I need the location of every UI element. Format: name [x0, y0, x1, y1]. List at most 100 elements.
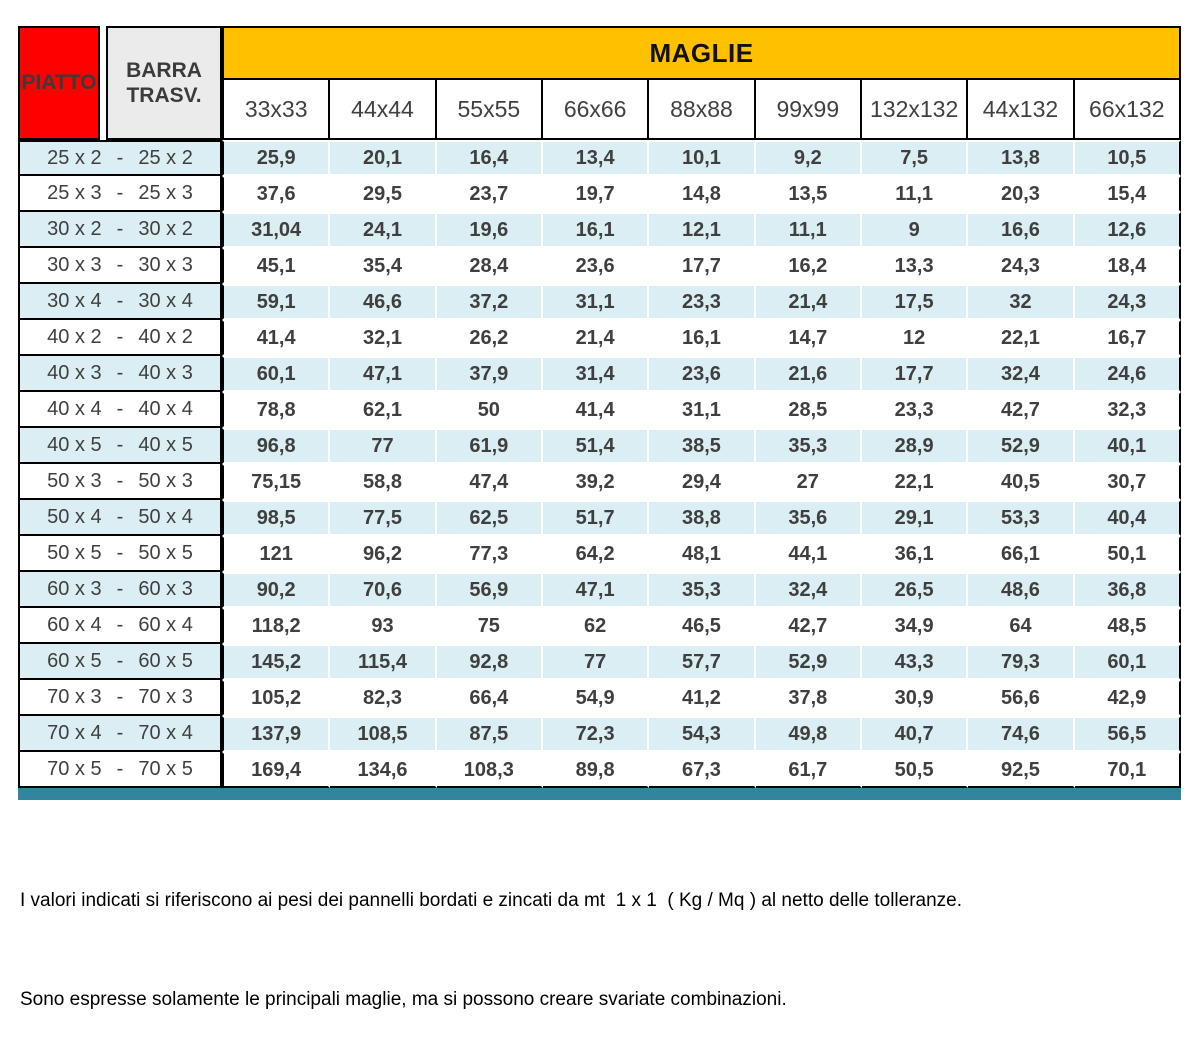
table-row: 60 x 4-60 x 4 118,2 93 75 62 46,5 42,7 34,9 64 48…: [18, 608, 1181, 644]
weight-cell: 61,7: [755, 752, 862, 788]
row-cells: 169,4 134,6 108,3 89,8 67,3 61,7 50,5 92,5 70,1: [222, 752, 1181, 788]
weight-cell: 134,6: [330, 752, 437, 788]
weight-cell: 39,2: [542, 464, 650, 500]
weight-cell: 57,7: [649, 644, 756, 680]
separator-dash: -: [116, 397, 124, 420]
weight-cell: 108,3: [436, 752, 543, 788]
barra-header-cell: BARRA TRASV.: [106, 26, 222, 140]
row-label: 25 x 2-25 x 2: [18, 140, 222, 176]
weight-cell: 21,4: [542, 320, 650, 356]
barra-size: 25 x 2: [138, 146, 193, 169]
weight-cell: 38,8: [649, 500, 756, 536]
weight-cell: 51,4: [542, 428, 650, 464]
row-label: 60 x 3-60 x 3: [18, 572, 222, 608]
weight-cell: 87,5: [436, 716, 543, 752]
weight-cell: 49,8: [755, 716, 862, 752]
weight-cell: 41,2: [649, 680, 756, 716]
weight-cell: 28,5: [755, 392, 862, 428]
weight-cell: 66,4: [436, 680, 543, 716]
weight-cell: 19,7: [542, 176, 650, 212]
piatto-size: 50 x 5: [47, 541, 102, 564]
weight-cell: 13,4: [542, 140, 650, 176]
barra-size: 50 x 5: [138, 541, 193, 564]
mesh-column-header: 66x66: [542, 80, 650, 140]
barra-size: 70 x 4: [138, 721, 193, 744]
separator-dash: -: [116, 469, 124, 492]
header-corner: PIATTO BARRA TRASV.: [18, 26, 222, 140]
weight-cell: 43,3: [861, 644, 969, 680]
table-row: 25 x 2-25 x 2 25,9 20,1 16,4 13,4 10,1 9,2 7,5 1…: [18, 140, 1181, 176]
weight-cell: 35,6: [755, 500, 862, 536]
weight-cell: 18,4: [1074, 248, 1181, 284]
footer-line-1: I valori indicati si riferiscono ai pesi…: [20, 890, 963, 911]
table-row: 30 x 3-30 x 3 45,1 35,4 28,4 23,6 17,7 16,2 13,…: [18, 248, 1181, 284]
mesh-column-header: 55x55: [436, 80, 543, 140]
weight-cell: 20,1: [330, 140, 437, 176]
table-body: 25 x 2-25 x 2 25,9 20,1 16,4 13,4 10,1 9,2 7,5 1…: [18, 140, 1181, 788]
weight-cell: 26,5: [861, 572, 969, 608]
weight-cell: 52,9: [755, 644, 862, 680]
weight-cell: 62,5: [436, 500, 543, 536]
weight-cell: 17,7: [649, 248, 756, 284]
weight-cell: 28,4: [436, 248, 543, 284]
table-row: 50 x 5-50 x 5 121 96,2 77,3 64,2 48,1 44,1 36,1…: [18, 536, 1181, 572]
piatto-size: 40 x 4: [47, 397, 102, 420]
table-row: 30 x 2-30 x 2 31,04 24,1 19,6 16,1 12,1 11,1 9 1…: [18, 212, 1181, 248]
row-label: 30 x 2-30 x 2: [18, 212, 222, 248]
weight-cell: 36,8: [1074, 572, 1181, 608]
weight-cell: 92,5: [968, 752, 1075, 788]
weight-cell: 105,2: [222, 680, 331, 716]
piatto-size: 30 x 3: [47, 253, 102, 276]
separator-dash: -: [116, 217, 124, 240]
weight-cell: 17,5: [861, 284, 969, 320]
table-row: 60 x 3-60 x 3 90,2 70,6 56,9 47,1 35,3 32,4 26,…: [18, 572, 1181, 608]
row-cells: 90,2 70,6 56,9 47,1 35,3 32,4 26,5 48,6 36,8: [222, 572, 1181, 608]
weight-cell: 24,3: [1074, 284, 1181, 320]
mesh-column-header: 44x132: [968, 80, 1075, 140]
separator-dash: -: [116, 181, 124, 204]
weight-cell: 44,1: [755, 536, 862, 572]
weight-cell: 31,1: [542, 284, 650, 320]
weight-cell: 17,7: [861, 356, 969, 392]
weight-cell: 74,6: [968, 716, 1075, 752]
weight-cell: 22,1: [861, 464, 969, 500]
weight-cell: 21,6: [755, 356, 862, 392]
piatto-size: 50 x 3: [47, 469, 102, 492]
piatto-size: 40 x 5: [47, 433, 102, 456]
weight-cell: 9,2: [755, 140, 862, 176]
weight-cell: 56,6: [968, 680, 1075, 716]
weight-cell: 13,5: [755, 176, 862, 212]
piatto-size: 25 x 3: [47, 181, 102, 204]
weight-cell: 34,9: [861, 608, 969, 644]
row-label: 40 x 5-40 x 5: [18, 428, 222, 464]
weight-cell: 29,4: [649, 464, 756, 500]
weight-cell: 22,1: [968, 320, 1075, 356]
weight-cell: 169,4: [222, 752, 331, 788]
row-cells: 37,6 29,5 23,7 19,7 14,8 13,5 11,1 20,3 15,4: [222, 176, 1181, 212]
row-cells: 121 96,2 77,3 64,2 48,1 44,1 36,1 66,1 50,1: [222, 536, 1181, 572]
barra-size: 40 x 3: [138, 361, 193, 384]
weight-cell: 28,9: [861, 428, 969, 464]
row-label: 40 x 4-40 x 4: [18, 392, 222, 428]
row-cells: 118,2 93 75 62 46,5 42,7 34,9 64 48,5: [222, 608, 1181, 644]
weight-cell: 48,5: [1074, 608, 1181, 644]
page: { "header": { "piatto_label": "PIATTO", …: [18, 26, 1181, 1010]
weight-cell: 42,7: [755, 608, 862, 644]
weight-cell: 62,1: [330, 392, 437, 428]
weight-cell: 41,4: [542, 392, 650, 428]
barra-size: 60 x 5: [138, 649, 193, 672]
weight-cell: 26,2: [436, 320, 543, 356]
weight-cell: 54,3: [649, 716, 756, 752]
footer-note: I valori indicati si riferiscono ai pesi…: [20, 818, 962, 1049]
row-cells: 145,2 115,4 92,8 77 57,7 52,9 43,3 79,3 60,1: [222, 644, 1181, 680]
weight-cell: 50,5: [861, 752, 969, 788]
row-label: 70 x 3-70 x 3: [18, 680, 222, 716]
weight-cell: 35,3: [649, 572, 756, 608]
weight-cell: 13,8: [968, 140, 1075, 176]
weight-cell: 48,1: [649, 536, 756, 572]
weight-cell: 31,04: [222, 212, 331, 248]
weight-cell: 56,5: [1074, 716, 1181, 752]
table-row: 70 x 4-70 x 4 137,9 108,5 87,5 72,3 54,3 49,8 4…: [18, 716, 1181, 752]
weight-cell: 16,2: [755, 248, 862, 284]
weight-cell: 14,8: [649, 176, 756, 212]
